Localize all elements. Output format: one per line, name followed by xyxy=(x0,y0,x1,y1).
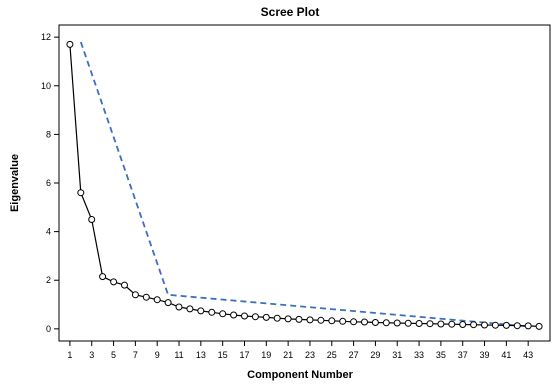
data-point xyxy=(393,319,401,327)
data-point xyxy=(339,317,347,325)
data-point xyxy=(426,320,434,328)
data-point xyxy=(241,312,248,320)
data-point xyxy=(208,308,216,316)
y-tick-label: 4 xyxy=(46,227,51,237)
data-point xyxy=(470,321,478,329)
x-tick-label: 43 xyxy=(523,350,533,360)
x-tick-label: 29 xyxy=(370,350,380,360)
x-tick-label: 15 xyxy=(218,350,228,360)
data-point xyxy=(415,320,423,327)
data-point xyxy=(262,313,270,321)
data-point xyxy=(295,315,303,323)
x-tick-label: 1 xyxy=(67,350,72,360)
data-point xyxy=(99,273,107,281)
data-point xyxy=(524,322,532,330)
x-tick-label: 21 xyxy=(283,350,293,360)
x-tick-label: 31 xyxy=(392,350,402,360)
x-tick-label: 5 xyxy=(111,350,116,360)
x-tick-label: 19 xyxy=(261,350,271,360)
data-point xyxy=(219,310,227,318)
y-axis: 0 2 4 6 8 10 12 xyxy=(41,32,59,334)
data-point xyxy=(535,322,543,330)
data-point xyxy=(371,319,379,326)
data-point xyxy=(88,216,96,223)
data-point xyxy=(164,299,172,307)
data-point xyxy=(491,321,499,329)
data-point xyxy=(197,307,205,315)
y-tick-label: 0 xyxy=(46,324,51,334)
data-point xyxy=(481,321,488,329)
data-point xyxy=(110,278,118,286)
data-point xyxy=(121,281,128,289)
data-point xyxy=(131,291,139,299)
data-point xyxy=(361,318,368,326)
x-tick-label: 23 xyxy=(305,350,315,360)
data-point xyxy=(175,303,183,311)
data-point xyxy=(459,321,467,328)
plot-area xyxy=(58,24,551,342)
data-point xyxy=(284,315,292,323)
x-tick-label: 39 xyxy=(480,350,490,360)
x-axis: 1 3 5 7 9 11 13 15 17 19 21 23 25 27 29 31 33 35 37 39 41 43 xyxy=(67,341,533,360)
data-point xyxy=(230,311,238,319)
x-tick-label: 25 xyxy=(327,350,337,360)
chart-title: Scree Plot xyxy=(261,5,320,19)
data-point xyxy=(513,322,521,330)
x-tick-label: 27 xyxy=(349,350,359,360)
x-tick-label: 35 xyxy=(436,350,446,360)
y-tick-label: 12 xyxy=(41,32,51,42)
x-tick-label: 11 xyxy=(174,350,183,360)
data-point xyxy=(153,296,161,304)
x-tick-label: 13 xyxy=(196,350,206,360)
data-point xyxy=(328,317,336,325)
data-point xyxy=(382,319,390,327)
y-tick-label: 8 xyxy=(46,129,51,139)
y-axis-label: Eigenvalue xyxy=(9,154,21,212)
data-point xyxy=(186,305,194,313)
data-point xyxy=(448,320,456,328)
y-tick-label: 10 xyxy=(41,81,51,91)
y-tick-label: 2 xyxy=(46,275,51,285)
data-point xyxy=(273,314,281,322)
data-point xyxy=(77,189,85,197)
x-tick-label: 37 xyxy=(458,350,468,360)
data-point xyxy=(437,320,445,328)
x-tick-label: 33 xyxy=(414,350,424,360)
x-tick-label: 41 xyxy=(501,350,511,360)
data-point xyxy=(251,313,259,321)
data-point xyxy=(502,321,510,329)
data-point xyxy=(317,316,325,324)
x-tick-label: 9 xyxy=(155,350,160,360)
data-point xyxy=(306,316,314,324)
data-point xyxy=(404,319,412,327)
x-tick-label: 17 xyxy=(239,350,249,360)
x-tick-label: 3 xyxy=(89,350,94,360)
x-axis-label: Component Number xyxy=(247,369,353,381)
y-tick-label: 6 xyxy=(46,178,51,188)
series-layer xyxy=(66,40,543,330)
data-point xyxy=(142,293,150,301)
data-point xyxy=(66,40,74,48)
data-point xyxy=(350,318,358,326)
x-tick-label: 7 xyxy=(133,350,138,360)
